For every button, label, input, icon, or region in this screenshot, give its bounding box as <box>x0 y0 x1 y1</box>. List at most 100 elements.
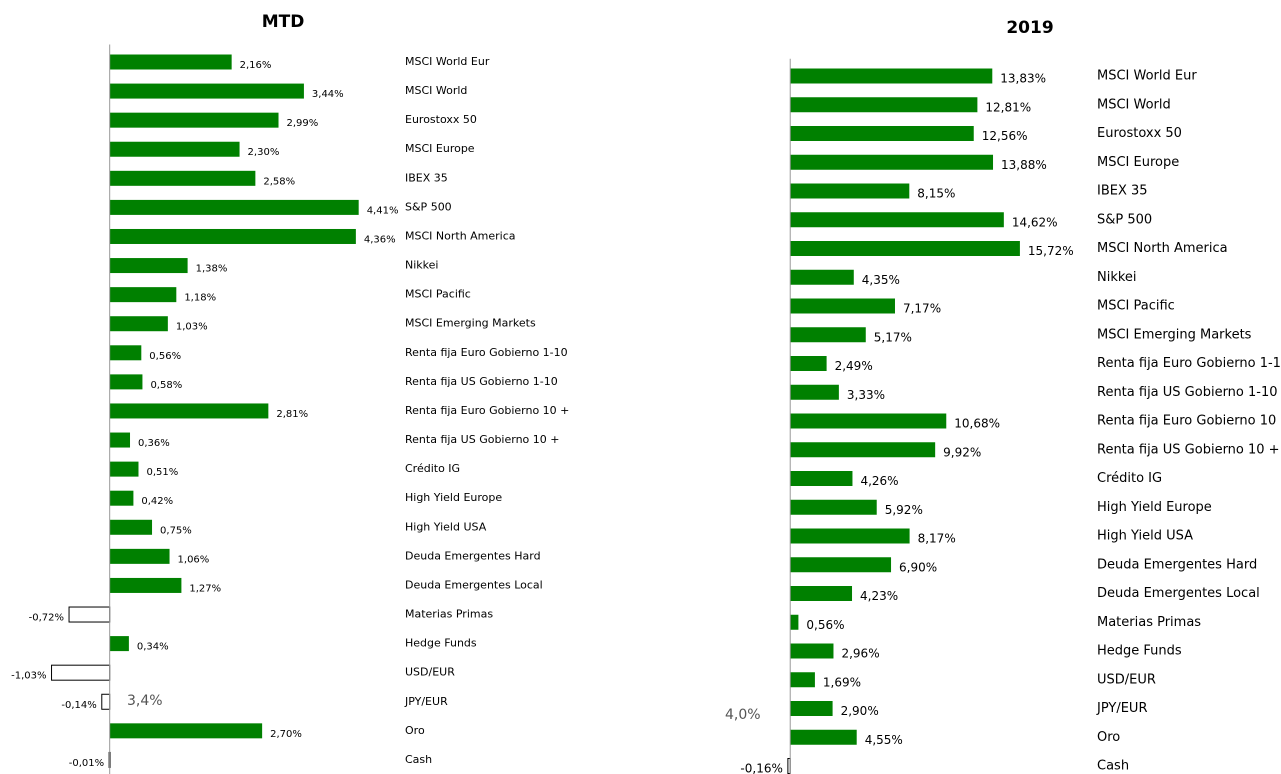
bar <box>790 384 839 400</box>
bar <box>790 672 815 688</box>
category-label: Renta fija US Gobierno 10 + <box>1097 442 1280 457</box>
value-label: -1,03% <box>11 671 46 682</box>
category-label: Deuda Emergentes Hard <box>1097 557 1257 572</box>
annotation: 4,0% <box>725 707 761 723</box>
value-label: 12,81% <box>985 100 1031 114</box>
value-label: 2,81% <box>276 409 308 420</box>
category-label: MSCI Europe <box>405 142 475 155</box>
category-label: MSCI Pacific <box>405 288 471 301</box>
category-label: MSCI World Eur <box>405 55 490 68</box>
value-label: 3,44% <box>312 89 344 100</box>
value-label: 10,68% <box>954 417 1000 431</box>
bar <box>790 701 833 716</box>
value-label: 0,56% <box>149 351 181 362</box>
value-label: 4,41% <box>367 205 399 216</box>
bar <box>790 729 857 745</box>
category-label: High Yield USA <box>1097 529 1193 544</box>
value-label: 2,70% <box>270 729 302 740</box>
value-label: 5,17% <box>874 330 912 344</box>
value-label: 0,51% <box>146 467 178 478</box>
bar <box>109 316 168 332</box>
bar <box>790 528 910 544</box>
value-label: 1,27% <box>189 583 221 594</box>
bar <box>109 490 134 506</box>
category-label: MSCI Europe <box>1097 155 1179 170</box>
category-label: Crédito IG <box>405 462 460 475</box>
bar <box>109 199 359 215</box>
bar <box>51 664 111 681</box>
bar <box>109 723 263 739</box>
value-label: 7,17% <box>903 302 941 316</box>
category-label: IBEX 35 <box>1097 184 1148 199</box>
value-label: 1,38% <box>196 264 228 275</box>
value-label: 0,42% <box>141 496 173 507</box>
value-label: 12,56% <box>982 129 1028 143</box>
category-label: Renta fija Euro Gobierno 1-10 <box>405 346 568 359</box>
category-label: MSCI World <box>405 84 467 97</box>
category-label: S&P 500 <box>1097 212 1152 227</box>
bar <box>790 413 947 429</box>
category-label: MSCI North America <box>405 229 516 242</box>
value-label: -0,72% <box>29 613 64 624</box>
bar <box>101 693 111 710</box>
value-label: 2,58% <box>263 176 295 187</box>
category-label: MSCI North America <box>1097 241 1228 256</box>
bar <box>109 170 256 186</box>
value-label: 0,75% <box>160 525 192 536</box>
annotation: 3,4% <box>127 693 163 709</box>
category-label: Deuda Emergentes Hard <box>405 549 541 562</box>
value-label: 2,96% <box>841 647 879 661</box>
bar <box>790 586 853 601</box>
value-label: 1,18% <box>184 293 216 304</box>
value-label: -0,01% <box>69 758 104 769</box>
category-label: Eurostoxx 50 <box>1097 126 1182 141</box>
bar <box>109 345 142 361</box>
bar <box>790 68 993 84</box>
value-label: 2,99% <box>287 118 319 129</box>
bar <box>790 212 1004 228</box>
bar <box>790 614 799 630</box>
bar <box>109 112 279 128</box>
bar <box>790 356 827 371</box>
category-label: Renta fija Euro Gobierno 1-10 <box>1097 356 1281 371</box>
value-label: -0,16% <box>740 762 782 774</box>
bar <box>109 519 153 535</box>
bar <box>790 126 974 141</box>
bar <box>109 258 188 274</box>
value-label: 8,17% <box>918 532 956 546</box>
category-label: MSCI Pacific <box>1097 299 1175 314</box>
value-label: 4,55% <box>865 733 903 747</box>
value-label: 6,90% <box>899 560 937 574</box>
value-label: 13,83% <box>1000 72 1046 86</box>
value-label: 2,49% <box>835 359 873 373</box>
value-label: 1,69% <box>823 675 861 689</box>
value-label: 15,72% <box>1028 244 1074 258</box>
bar <box>109 54 232 70</box>
bar <box>790 269 854 285</box>
category-label: Renta fija US Gobierno 1-10 <box>1097 385 1278 400</box>
category-label: High Yield Europe <box>405 491 502 504</box>
bar <box>109 548 170 564</box>
category-label: JPY/EUR <box>1096 701 1147 716</box>
category-label: Nikkei <box>405 259 438 272</box>
category-label: IBEX 35 <box>405 171 448 184</box>
value-label: 0,58% <box>150 380 182 391</box>
category-label: Oro <box>405 724 425 737</box>
bar <box>790 643 834 659</box>
category-label: Deuda Emergentes Local <box>1097 586 1260 601</box>
value-label: 1,03% <box>176 322 208 333</box>
category-label: Oro <box>1097 730 1120 745</box>
category-label: MSCI World <box>1097 97 1171 112</box>
category-label: Renta fija Euro Gobierno 10 + <box>1097 414 1281 429</box>
value-label: 3,33% <box>847 388 885 402</box>
category-label: Nikkei <box>1097 270 1137 285</box>
category-label: USD/EUR <box>405 666 455 679</box>
value-label: 2,16% <box>240 60 272 71</box>
value-label: 5,92% <box>885 503 923 517</box>
category-label: MSCI Emerging Markets <box>1097 327 1252 342</box>
value-label: 0,56% <box>806 618 844 632</box>
bar <box>68 606 111 623</box>
category-label: Renta fija US Gobierno 1-10 <box>405 375 558 388</box>
category-label: Hedge Funds <box>1097 644 1182 659</box>
value-label: -0,14% <box>61 700 96 711</box>
